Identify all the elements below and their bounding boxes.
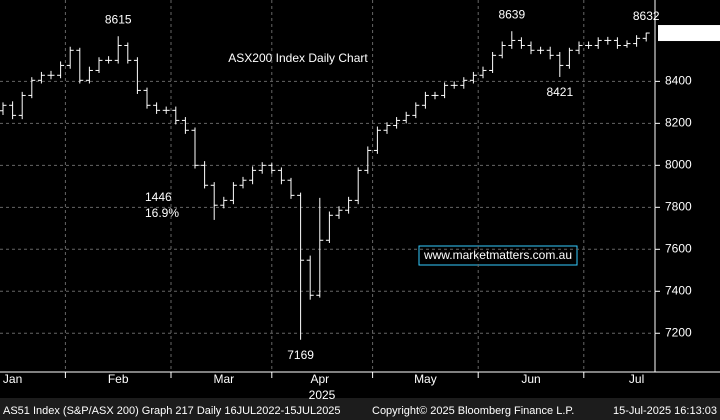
x-tick-label: Jul xyxy=(629,372,644,386)
footer-text: Copyright© 2025 Bloomberg Finance L.P. xyxy=(372,405,574,417)
y-tick-label: 7800 xyxy=(665,199,692,213)
price-tag-label: 8630.301 xyxy=(661,25,711,39)
footer-text: AS51 Index (S&P/ASX 200) Graph 217 Daily… xyxy=(3,405,341,417)
data-label: 8615 xyxy=(105,12,132,26)
annotation: 16.9% xyxy=(145,206,179,220)
x-tick-label: Jan xyxy=(3,372,22,386)
y-tick-label: 7400 xyxy=(665,283,692,297)
data-label: 8421 xyxy=(546,85,573,99)
footer-text: 15-Jul-2025 16:13:03 xyxy=(613,405,717,417)
data-label: 8632 xyxy=(633,9,660,23)
watermark: www.marketmatters.com.au xyxy=(423,248,572,262)
data-label: 8639 xyxy=(498,7,525,21)
footer-band xyxy=(0,398,720,420)
y-tick-label: 8200 xyxy=(665,116,692,130)
x-tick-label: Apr xyxy=(310,372,329,386)
y-tick-label: 8000 xyxy=(665,158,692,172)
data-label: 7169 xyxy=(287,348,314,362)
price-tag xyxy=(658,25,720,42)
y-tick-label: 7200 xyxy=(665,325,692,339)
x-tick-label: Jun xyxy=(521,372,540,386)
annotation: 1446 xyxy=(145,190,172,204)
x-tick-label: Mar xyxy=(213,372,234,386)
year-label: 2025 xyxy=(309,388,336,402)
x-tick-label: Feb xyxy=(108,372,129,386)
y-tick-label: 8400 xyxy=(665,74,692,88)
watermark-box xyxy=(418,245,578,266)
x-tick-label: May xyxy=(414,372,437,386)
y-tick-label: 7600 xyxy=(665,241,692,255)
chart-title: ASX200 Index Daily Chart xyxy=(228,51,368,65)
